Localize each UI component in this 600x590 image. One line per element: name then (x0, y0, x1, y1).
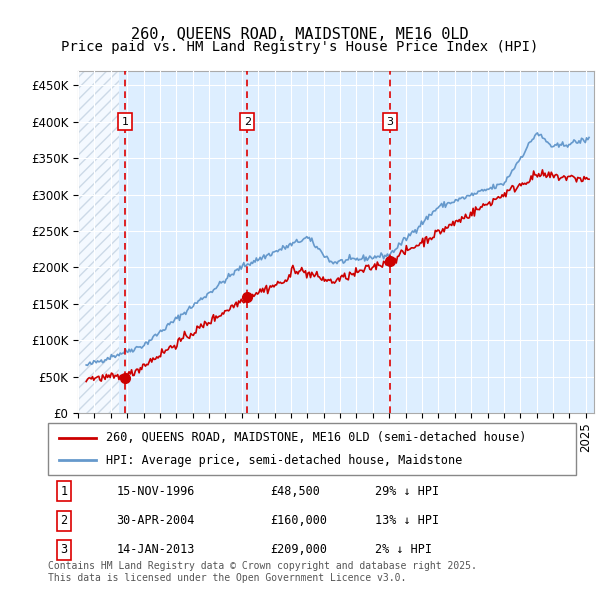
Text: Price paid vs. HM Land Registry's House Price Index (HPI): Price paid vs. HM Land Registry's House … (61, 40, 539, 54)
Text: £160,000: £160,000 (270, 514, 327, 527)
Text: Contains HM Land Registry data © Crown copyright and database right 2025.
This d: Contains HM Land Registry data © Crown c… (48, 561, 477, 583)
Text: 2% ↓ HPI: 2% ↓ HPI (376, 543, 433, 556)
Text: 14-JAN-2013: 14-JAN-2013 (116, 543, 195, 556)
Text: £209,000: £209,000 (270, 543, 327, 556)
Text: 30-APR-2004: 30-APR-2004 (116, 514, 195, 527)
Text: 13% ↓ HPI: 13% ↓ HPI (376, 514, 439, 527)
Text: 29% ↓ HPI: 29% ↓ HPI (376, 485, 439, 498)
FancyBboxPatch shape (48, 423, 576, 475)
Text: 2: 2 (244, 117, 251, 127)
Text: 3: 3 (386, 117, 394, 127)
Text: 2: 2 (60, 514, 67, 527)
Text: 260, QUEENS ROAD, MAIDSTONE, ME16 0LD (semi-detached house): 260, QUEENS ROAD, MAIDSTONE, ME16 0LD (s… (106, 431, 526, 444)
Text: 1: 1 (122, 117, 128, 127)
Text: 260, QUEENS ROAD, MAIDSTONE, ME16 0LD: 260, QUEENS ROAD, MAIDSTONE, ME16 0LD (131, 27, 469, 41)
Text: 1: 1 (60, 485, 67, 498)
Text: 15-NOV-1996: 15-NOV-1996 (116, 485, 195, 498)
Text: 3: 3 (60, 543, 67, 556)
Text: HPI: Average price, semi-detached house, Maidstone: HPI: Average price, semi-detached house,… (106, 454, 463, 467)
Text: £48,500: £48,500 (270, 485, 320, 498)
